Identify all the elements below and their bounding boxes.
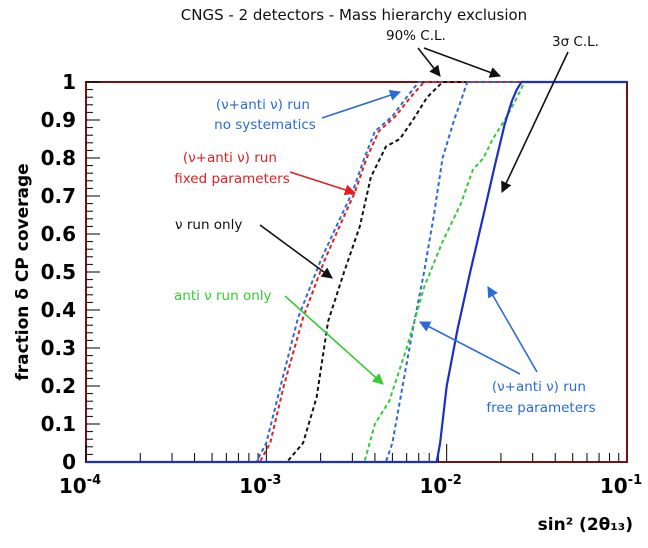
y-tick-label: 0.7 <box>41 184 76 208</box>
annotation-free-parameters: (ν+anti ν) run free parameters <box>486 379 595 416</box>
y-tick-label: 0.1 <box>41 412 76 436</box>
annotation-3sigma: 3σ C.L. <box>552 34 599 50</box>
x-tick-label: 10-3 <box>239 473 281 498</box>
y-tick-label: 1 <box>62 70 76 94</box>
arrow-90cl-right <box>423 47 502 78</box>
series-line-5 <box>86 81 627 463</box>
annotation-fixed-parameters: (ν+anti ν) run fixed parameters <box>174 150 290 187</box>
arrow-no-systematics <box>321 89 402 119</box>
arrow-3sigma <box>501 51 569 194</box>
arrow-anti-nu-run-only <box>284 295 384 385</box>
y-tick-label: 0.8 <box>41 146 76 170</box>
x-tick-labels: 10-4 10-3 10-2 10-1 <box>59 473 642 498</box>
y-tick-label: 0.5 <box>41 260 76 284</box>
y-tick-labels: 0 0.1 0.2 0.3 0.4 0.5 0.6 0.7 0.8 0.9 1 <box>41 70 76 474</box>
x-tick-label: 10-4 <box>59 473 101 498</box>
y-tick-label: 0.3 <box>41 336 76 360</box>
y-tick-label: 0.9 <box>41 108 76 132</box>
y-tick-label: 0 <box>62 450 76 474</box>
y-tick-label: 0.2 <box>41 374 76 398</box>
x-axis-label: sin² (2θ₁₃) <box>538 515 633 535</box>
arrow-free-parameters-right <box>487 286 538 373</box>
y-tick-label: 0.4 <box>41 298 76 322</box>
arrow-90cl-left <box>417 47 441 77</box>
axis-ticks <box>85 81 620 463</box>
y-axis-label: fraction δ CP coverage <box>13 163 33 380</box>
arrow-free-parameters-left <box>419 321 521 375</box>
series-line-1 <box>86 81 627 463</box>
y-tick-label: 0.6 <box>41 222 76 246</box>
series-line-3 <box>86 81 627 463</box>
arrow-fixed-parameters <box>289 171 357 196</box>
data-series <box>86 80 627 464</box>
annotation-nu-run-only: ν run only <box>175 217 242 233</box>
series-line-2 <box>86 81 627 463</box>
annotation-no-systematics: (ν+anti ν) run no systematics <box>214 97 316 133</box>
series-line-6 <box>86 80 627 464</box>
x-tick-label: 10-1 <box>600 473 642 498</box>
annotation-90cl: 90% C.L. <box>386 28 446 44</box>
arrow-nu-run-only <box>259 224 333 279</box>
chart-title: CNGS - 2 detectors - Mass hierarchy excl… <box>181 6 527 24</box>
annotation-anti-nu-run-only: anti ν run only <box>174 288 272 304</box>
x-tick-label: 10-2 <box>420 473 462 498</box>
series-line-4 <box>86 81 627 463</box>
